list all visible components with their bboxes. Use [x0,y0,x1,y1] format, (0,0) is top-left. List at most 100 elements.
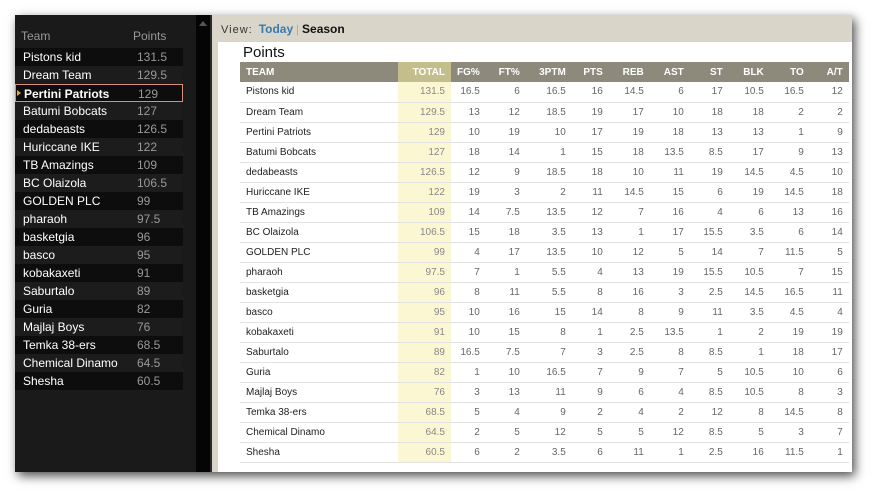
table-row: Chemical Dinamo 64.5 2 5 12 5 5 12 8.5 5 3 7 [240,422,849,443]
stat-cell: 3 [571,342,609,363]
stat-cell: 16 [485,302,526,323]
stat-cell: 3.5 [525,222,572,243]
team-cell: pharaoh [240,262,398,283]
stat-cell: 8.5 [689,382,729,403]
stat-cell: 19 [689,162,729,183]
stat-cell: 9 [608,362,650,383]
sidebar-team-row[interactable]: basco 95 [15,246,183,264]
sidebar-team-row[interactable]: dedabeasts 126.5 [15,120,183,138]
stat-cell: 6 [608,382,650,403]
stat-cell: 1 [728,342,770,363]
column-header[interactable]: AST [649,62,690,82]
stat-cell: 6 [809,362,849,383]
team-name: Guria [23,302,53,316]
team-cell: dedabeasts [240,162,398,183]
stat-cell: 3.5 [728,222,770,243]
column-header[interactable]: BLK [728,62,770,82]
stat-cell: 7 [451,262,486,283]
sidebar-team-row[interactable]: Shesha 60.5 [15,372,183,390]
team-points: 60.5 [137,374,161,388]
view-today-link[interactable]: Today [258,22,294,36]
team-points: 76 [137,320,151,334]
stat-cell: 7 [809,422,849,443]
stat-cell: 14.5 [728,162,770,183]
stat-cell: 11 [525,382,572,403]
stat-cell: 97.5 [398,262,451,283]
table-row: GOLDEN PLC 99 4 17 13.5 10 12 5 14 7 11.5 5 [240,242,849,263]
scroll-up-arrow-icon[interactable] [199,21,207,26]
sidebar-team-row[interactable]: BC Olaizola 106.5 [15,174,183,192]
stat-cell: 2 [485,442,526,463]
table-row: Temka 38-ers 68.5 5 4 9 2 4 2 12 8 14.5 8 [240,402,849,423]
column-header[interactable]: FT% [485,62,526,82]
stat-cell: 96 [398,282,451,303]
sidebar-team-row[interactable]: Dream Team 129.5 [15,66,183,84]
team-name: GOLDEN PLC [23,194,101,208]
selected-arrow-icon [17,90,21,96]
page-title: Points [243,44,285,61]
team-name: Majlaj Boys [23,320,85,334]
column-header[interactable]: A/T [809,62,849,82]
team-points: 95 [137,248,151,262]
team-points: 131.5 [137,50,168,64]
stat-cell: 1 [571,322,609,343]
column-header[interactable]: TOTAL [398,62,451,82]
stat-cell: 1 [525,142,572,163]
column-header[interactable]: 3PTM [525,62,572,82]
stat-cell: 122 [398,182,451,203]
stat-cell: 10 [608,162,650,183]
stat-cell: 8 [451,282,486,303]
column-header[interactable]: TO [769,62,810,82]
stat-cell: 9 [769,142,810,163]
sidebar-team-row[interactable]: GOLDEN PLC 99 [15,192,183,210]
sidebar-team-row[interactable]: basketgia 96 [15,228,183,246]
view-season-link[interactable]: Season [302,22,345,36]
sidebar-team-row[interactable]: Pertini Patriots 129 [15,84,183,102]
column-header[interactable]: FG% [451,62,486,82]
stat-cell: 5 [571,422,609,443]
stat-cell: 14 [809,222,849,243]
stat-cell: 13 [689,122,729,143]
stat-cell: 18 [571,162,609,183]
sidebar-team-row[interactable]: Saburtalo 89 [15,282,183,300]
stat-cell: 16.5 [525,362,572,383]
sidebar-team-row[interactable]: Temka 38-ers 68.5 [15,336,183,354]
stat-cell: 5 [608,422,650,443]
table-row: Guria 82 1 10 16.5 7 9 7 5 10.5 10 6 [240,362,849,383]
stat-cell: 16.5 [769,82,810,103]
column-header[interactable]: REB [608,62,650,82]
stat-cell: 6 [451,442,486,463]
stat-cell: 126.5 [398,162,451,183]
stat-cell: 19 [728,182,770,203]
stat-cell: 2 [571,402,609,423]
column-header[interactable]: ST [689,62,729,82]
stat-cell: 2.5 [608,322,650,343]
stat-cell: 2 [451,422,486,443]
stat-cell: 76 [398,382,451,403]
sidebar-team-row[interactable]: Chemical Dinamo 64.5 [15,354,183,372]
stat-cell: 60.5 [398,442,451,463]
stat-cell: 10 [485,362,526,383]
stat-cell: 19 [809,322,849,343]
column-header[interactable]: PTS [571,62,609,82]
stat-cell: 10.5 [728,362,770,383]
sidebar-team-row[interactable]: pharaoh 97.5 [15,210,183,228]
column-header[interactable]: TEAM [240,62,398,82]
stat-cell: 16 [571,82,609,103]
sidebar-team-row[interactable]: Majlaj Boys 76 [15,318,183,336]
stat-cell: 17 [728,142,770,163]
stat-cell: 15 [809,262,849,283]
sidebar-team-row[interactable]: Guria 82 [15,300,183,318]
stat-cell: 1 [809,442,849,463]
sidebar-team-row[interactable]: Batumi Bobcats 127 [15,102,183,120]
sidebar-team-row[interactable]: Pistons kid 131.5 [15,48,183,66]
stat-cell: 16 [728,442,770,463]
stat-cell: 6 [689,182,729,203]
sidebar-team-row[interactable]: Huriccane IKE 122 [15,138,183,156]
team-name: basketgia [23,230,75,244]
sidebar-team-row[interactable]: TB Amazings 109 [15,156,183,174]
stat-cell: 6 [769,222,810,243]
sidebar-scrollbar[interactable] [196,15,210,472]
stat-cell: 10 [571,242,609,263]
sidebar-team-row[interactable]: kobakaxeti 91 [15,264,183,282]
